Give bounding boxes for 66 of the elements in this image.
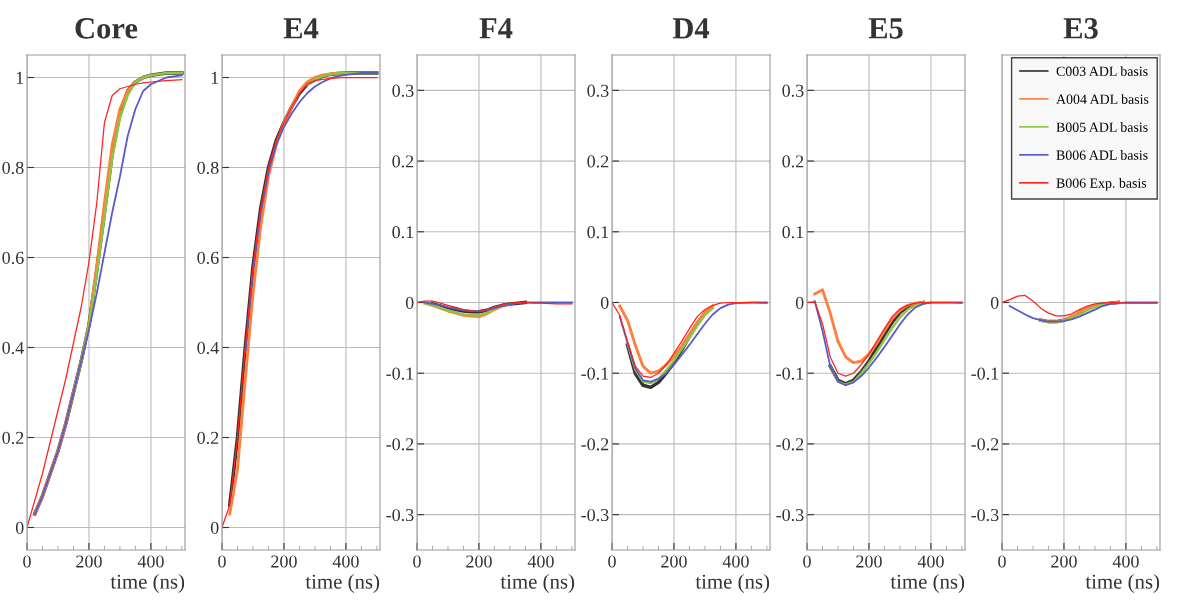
y-tick-label: 0.2 [197,431,219,445]
x-tick-label: 400 [722,555,749,568]
x-tick-label: 400 [137,555,164,568]
x-tick-label: 400 [527,555,554,568]
y-tick-label: 0.2 [392,155,414,168]
y-tick-label: 0.4 [2,341,24,355]
chart-title: E3 [1063,18,1098,39]
y-tick-label: 0.1 [587,226,609,239]
y-tick-label: 0.1 [782,226,804,239]
legend-label: B005 ADL basis [1056,122,1148,132]
y-tick-label: -0.1 [581,367,609,380]
chart-title: Core [75,18,138,39]
x-axis-title: time (ns) [500,574,575,593]
x-tick-label: 200 [1051,555,1077,568]
y-tick-label: 0 [210,521,219,534]
y-tick-label: -0.2 [971,438,999,451]
y-tick-label: -0.2 [386,438,414,451]
x-tick-label: 400 [1112,555,1139,568]
x-tick-label: 200 [466,555,492,568]
y-tick-label: 0 [405,296,414,309]
x-axis-title: time (ns) [1085,574,1160,593]
chart-title: D4 [672,18,710,39]
y-tick-label: 0.8 [197,161,219,175]
x-tick-label: 200 [661,555,687,568]
x-axis-title: time (ns) [110,574,185,593]
y-tick-label: 0.3 [782,84,804,97]
y-tick-label: 0.6 [2,251,24,265]
y-tick-label: -0.3 [776,508,804,522]
x-axis-title: time (ns) [890,574,965,593]
y-tick-label: 0 [795,296,804,309]
y-tick-label: 0.1 [392,226,414,239]
x-tick-label: 200 [856,555,882,568]
y-tick-label: 0.2 [782,155,804,168]
chart-title: E5 [868,18,903,39]
x-tick-label: 200 [271,555,297,568]
y-tick-label: -0.1 [776,367,804,380]
y-tick-label: -0.2 [581,438,609,451]
chart-title: E4 [283,18,319,39]
y-tick-label: 0.8 [2,161,24,175]
y-tick-label: 0 [600,296,609,309]
y-tick-label: 0.3 [392,84,414,97]
x-axis-title: time (ns) [695,574,770,593]
y-tick-label: 0.6 [197,251,219,265]
y-tick-label: 0 [990,296,999,309]
legend-label: B006 ADL basis [1056,150,1148,160]
x-tick-label: 400 [917,555,944,568]
y-tick-label: -0.3 [581,508,609,522]
y-tick-label: -0.3 [971,508,999,522]
y-tick-label: 1 [211,71,219,84]
y-tick-label: 0.2 [587,155,609,168]
y-tick-label: 0 [15,521,24,534]
y-tick-label: 0.4 [197,341,219,355]
legend-label: C003 ADL basis [1056,66,1148,76]
y-tick-label: -0.1 [971,367,999,380]
legend-label: A004 ADL basis [1056,94,1149,104]
y-tick-label: -0.3 [386,508,414,522]
x-tick-label: 400 [332,555,359,568]
legend-label: B006 Exp. basis [1056,178,1147,191]
y-tick-label: 0.3 [587,84,609,97]
y-tick-label: -0.1 [386,367,414,380]
x-axis-title: time (ns) [305,574,380,593]
y-tick-label: -0.2 [776,438,804,451]
y-tick-label: 1 [16,71,24,84]
x-tick-label: 200 [76,555,102,568]
chart-title: F4 [479,18,513,39]
y-tick-label: 0.2 [2,431,24,445]
